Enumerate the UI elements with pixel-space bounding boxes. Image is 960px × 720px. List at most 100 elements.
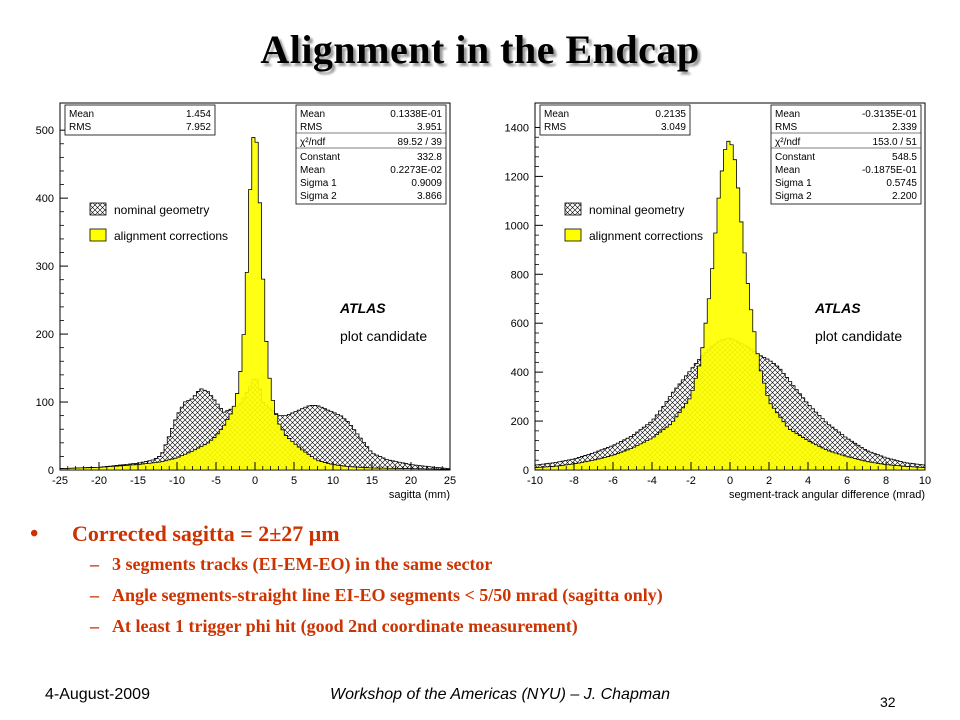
- x-tick-label: -25: [52, 475, 68, 487]
- fit-stat-label: χ²/ndf: [775, 137, 800, 148]
- fit-stat-value: 0.1338E-01: [390, 109, 442, 120]
- footer-credit: Workshop of the Americas (NYU) – J. Chap…: [330, 686, 670, 703]
- dash-icon: –: [90, 585, 99, 605]
- legend-swatch: [89, 202, 107, 216]
- fit-stat-value: 3.866: [417, 191, 442, 202]
- x-axis-label: segment-track angular difference (mrad): [729, 489, 925, 501]
- x-tick-label: -4: [647, 475, 657, 487]
- histogram-svg: -25 -20 -15 -10 -5 0 5 10 15 20 25 0 100 200 300 400 500…: [36, 102, 456, 501]
- x-tick-label: 0: [252, 475, 258, 487]
- stat-label: Mean: [69, 109, 94, 120]
- histogram-svg: -10 -8 -6 -4 -2 0 2 4 6 8 10 0 200 400 600 800 1000 1200 1…: [505, 102, 931, 501]
- x-tick-label: -8: [569, 475, 579, 487]
- slide-title: Alignment in the Endcap: [260, 27, 700, 72]
- y-tick-label: 0: [48, 465, 54, 477]
- fit-stat-label: RMS: [775, 122, 798, 133]
- legend-swatch: [89, 228, 107, 242]
- fit-stat-label: Constant: [775, 152, 815, 163]
- x-tick-label: -10: [527, 475, 543, 487]
- y-tick-label: 0: [523, 465, 529, 477]
- stat-label: RMS: [544, 122, 567, 133]
- y-tick-label: 400: [36, 193, 54, 205]
- y-tick-label: 200: [511, 416, 529, 428]
- y-tick-label: 1000: [505, 220, 529, 232]
- x-tick-label: -6: [608, 475, 618, 487]
- fit-stat-label: χ²/ndf: [300, 137, 325, 148]
- fit-stat-label: Mean: [775, 109, 800, 120]
- footer-date: 4-August-2009: [45, 686, 150, 703]
- y-tick-label: 1200: [505, 171, 529, 183]
- x-tick-label: 10: [327, 475, 339, 487]
- fit-stat-value: 89.52 / 39: [398, 137, 443, 148]
- stat-value: 7.952: [186, 122, 211, 133]
- fit-stat-label: Sigma 1: [300, 178, 337, 189]
- bullet-dot-icon: •: [30, 521, 39, 547]
- page-number: 32: [880, 694, 896, 710]
- stat-value: 0.2135: [655, 109, 686, 120]
- fit-stat-value: 2.200: [892, 191, 917, 202]
- fit-stat-value: 153.0 / 51: [873, 137, 918, 148]
- fit-stat-value: 0.5745: [886, 178, 917, 189]
- x-tick-label: 25: [444, 475, 456, 487]
- sub-bullet: – Angle segments-straight line EI-EO seg…: [30, 580, 940, 611]
- stats-box-fit: [295, 104, 447, 205]
- dash-icon: –: [90, 616, 99, 636]
- fit-stat-label: Mean: [775, 165, 800, 176]
- fit-stat-value: -0.1875E-01: [862, 165, 917, 176]
- stats-box-primary: [64, 104, 216, 136]
- fit-stat-label: Constant: [300, 152, 340, 163]
- sub-bullet-text: At least 1 trigger phi hit (good 2nd coo…: [112, 616, 578, 636]
- x-tick-label: 8: [883, 475, 889, 487]
- sub-bullet: – At least 1 trigger phi hit (good 2nd c…: [30, 611, 940, 642]
- x-tick-label: 10: [919, 475, 931, 487]
- sub-bullet: – 3 segments tracks (EI-EM-EO) in the sa…: [30, 549, 940, 580]
- plot-candidate-label: plot candidate: [815, 328, 902, 344]
- x-axis-label: sagitta (mm): [389, 489, 450, 501]
- atlas-label: ATLAS: [814, 300, 861, 316]
- x-tick-label: -5: [211, 475, 221, 487]
- y-tick-label: 200: [36, 329, 54, 341]
- x-tick-label: -2: [686, 475, 696, 487]
- fit-stat-value: 0.9009: [411, 178, 442, 189]
- x-tick-label: 20: [405, 475, 417, 487]
- stat-label: RMS: [69, 122, 92, 133]
- x-tick-label: 4: [805, 475, 811, 487]
- fit-stat-label: Sigma 1: [775, 178, 812, 189]
- fit-stat-value: 2.339: [892, 122, 917, 133]
- histogram-sagitta: -25 -20 -15 -10 -5 0 5 10 15 20 25 0 100 200 300 400 500…: [15, 95, 456, 505]
- sub-bullet-text: 3 segments tracks (EI-EM-EO) in the same…: [112, 554, 493, 574]
- y-tick-label: 100: [36, 397, 54, 409]
- y-tick-label: 500: [36, 125, 54, 137]
- fit-stat-value: 0.2273E-02: [390, 165, 442, 176]
- legend-swatch: [564, 202, 582, 216]
- x-tick-label: 0: [727, 475, 733, 487]
- legend-label: nominal geometry: [589, 203, 684, 217]
- stat-value: 1.454: [186, 109, 211, 120]
- x-tick-label: 2: [766, 475, 772, 487]
- stat-label: Mean: [544, 109, 569, 120]
- x-tick-label: -15: [130, 475, 146, 487]
- legend-label: alignment corrections: [114, 229, 228, 243]
- y-tick-label: 800: [511, 269, 529, 281]
- atlas-label: ATLAS: [339, 300, 386, 316]
- fit-stat-value: 332.8: [417, 152, 442, 163]
- x-tick-label: 5: [291, 475, 297, 487]
- stat-value: 3.049: [661, 122, 686, 133]
- fit-stat-label: Sigma 2: [775, 191, 812, 202]
- y-tick-label: 400: [511, 367, 529, 379]
- x-tick-label: -10: [169, 475, 185, 487]
- stats-box-primary: [539, 104, 691, 136]
- y-tick-label: 1400: [505, 122, 529, 134]
- legend-label: nominal geometry: [114, 203, 209, 217]
- legend-label: alignment corrections: [589, 229, 703, 243]
- fit-stat-value: 3.951: [417, 122, 442, 133]
- stats-box-fit: [770, 104, 922, 205]
- fit-stat-label: Sigma 2: [300, 191, 337, 202]
- histogram-series-yellow: [59, 137, 451, 471]
- bullet-main-text: Corrected sagitta = 2±27 μm: [72, 521, 340, 546]
- plot-candidate-label: plot candidate: [340, 328, 427, 344]
- fit-stat-value: 548.5: [892, 152, 917, 163]
- histogram-angular-difference: -10 -8 -6 -4 -2 0 2 4 6 8 10 0 200 400 600 800 1000 1200 1…: [490, 95, 931, 505]
- fit-stat-value: -0.3135E-01: [862, 109, 917, 120]
- legend-swatch: [564, 228, 582, 242]
